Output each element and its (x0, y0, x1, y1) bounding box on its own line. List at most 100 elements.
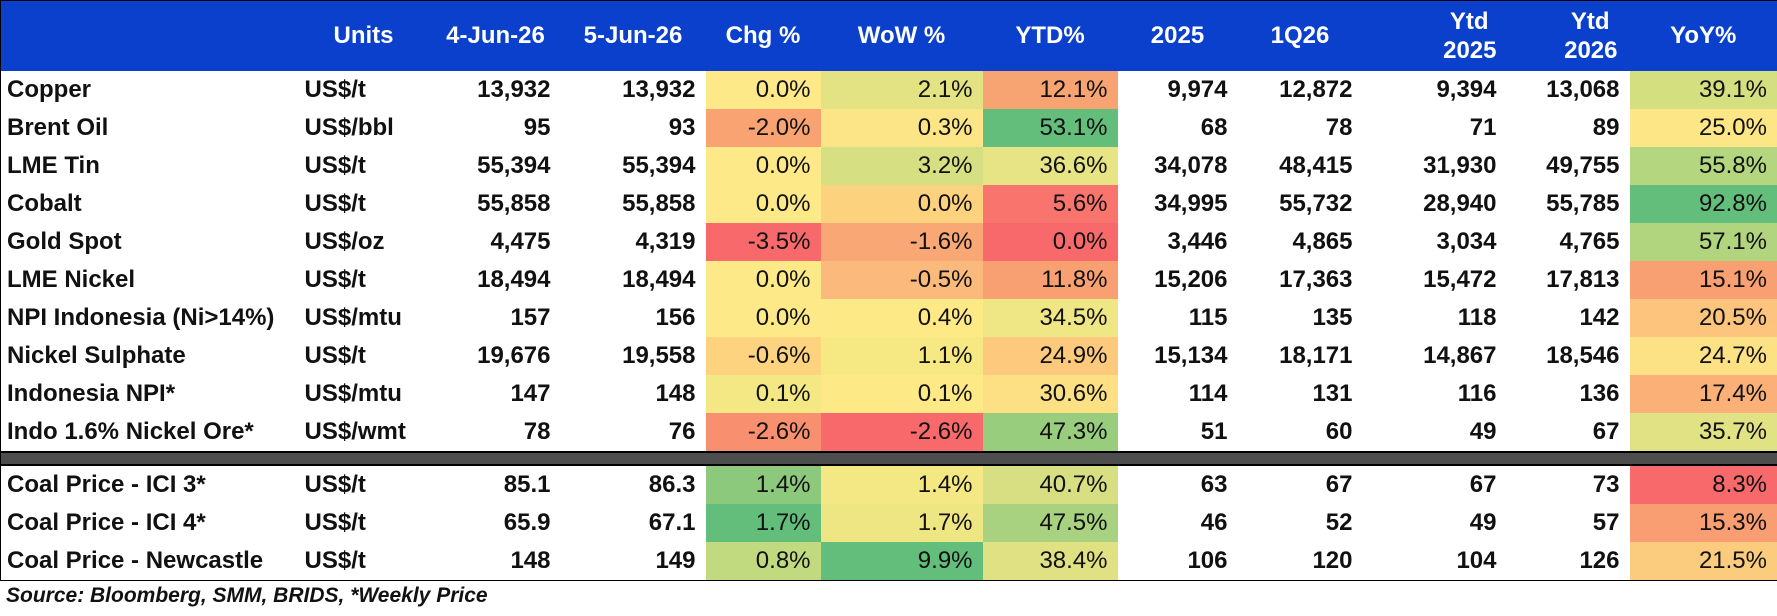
1q26-cell: 12,872 (1279, 75, 1353, 103)
ytd-2025-cell: 28,940 (1423, 189, 1497, 217)
wow-cell: 2.1% (820, 70, 983, 109)
date-2-cell: 93 (668, 113, 696, 141)
header-1q26: 1Q26 (1237, 0, 1363, 71)
2025-cell: 15,206 (1154, 265, 1228, 293)
2025-cell: 34,078 (1154, 151, 1228, 179)
header-name (0, 0, 297, 71)
date-2-cell: 55,858 (622, 189, 696, 217)
chg-cell: 0.0% (705, 184, 821, 223)
chg-cell: -3.5% (705, 222, 821, 261)
name-cell: Indo 1.6% Nickel Ore* (0, 412, 297, 452)
wow-cell: -1.6% (820, 222, 983, 261)
header-2025: 2025 (1117, 0, 1238, 71)
1q26-cell: 120 (1237, 541, 1363, 581)
unit-cell: US$/t (304, 341, 366, 369)
yoy-cell: 55.8% (1629, 146, 1777, 185)
table-row: Copper US$/t 13,932 13,932 0.0% 2.1% 12.1% 9,97… (0, 70, 1777, 109)
name-cell: Coal Price - ICI 4* (0, 503, 297, 542)
ytd-2026-cell: 67 (1592, 417, 1620, 445)
date-1-cell: 55,394 (477, 151, 551, 179)
date-1-cell: 65.9 (503, 508, 551, 536)
2025-cell: 68 (1200, 113, 1228, 141)
header-ytd-2026: Ytd 2026 (1506, 0, 1630, 71)
separator-cell (0, 450, 1777, 466)
1q26-cell: 17,363 (1279, 265, 1353, 293)
ytd-cell: 34.5% (982, 298, 1118, 337)
table-row: Cobalt US$/t 55,858 55,858 0.0% 0.0% 5.6% 34,99… (0, 184, 1777, 223)
wow-cell: 1.4% (820, 464, 983, 504)
name-cell: Coal Price - ICI 3* (0, 464, 297, 504)
wow-cell: 1.1% (820, 336, 983, 375)
ytd-2026-cell: 57 (1592, 508, 1620, 536)
ytd-2025-cell: 116 (1457, 379, 1497, 407)
ytd-2026-cell: 18,546 (1546, 341, 1620, 369)
2025-cell: 3,446 (1167, 227, 1228, 255)
table-row: NPI Indonesia (Ni>14%) US$/mtu 157 156 0.0% 0… (0, 298, 1777, 337)
wow-cell: 0.4% (820, 298, 983, 337)
2025-cell: 34,995 (1154, 189, 1228, 217)
yoy-cell: 35.7% (1629, 412, 1777, 452)
date-1-cell: 13,932 (477, 75, 551, 103)
ytd-cell: 47.3% (982, 412, 1118, 452)
header-ytd-2025-line2: 2025 (1443, 36, 1497, 64)
ytd-cell: 30.6% (982, 374, 1118, 413)
commodity-price-table: Units 4-Jun-26 5-Jun-26 Chg % WoW % YTD%… (0, 0, 1777, 581)
ytd-cell: 24.9% (982, 336, 1118, 375)
yoy-cell: 15.1% (1629, 260, 1777, 299)
unit-cell: US$/mtu (304, 379, 402, 407)
2025-cell: 9,974 (1167, 75, 1228, 103)
wow-cell: 1.7% (820, 503, 983, 542)
yoy-cell: 92.8% (1629, 184, 1777, 223)
1q26-cell: 67 (1325, 470, 1353, 498)
name-cell: Nickel Sulphate (0, 336, 297, 375)
table-row: Coal Price - ICI 4* US$/t 65.9 67.1 1.7% 1.7%… (0, 503, 1777, 542)
ytd-2026-cell: 136 (1579, 379, 1620, 407)
header-yoy: YoY% (1629, 0, 1777, 71)
name-cell: Indonesia NPI* (0, 374, 297, 413)
coal-rows: Coal Price - ICI 3* US$/t 85.1 86.3 1.4% 1.4%… (0, 464, 1777, 581)
ytd-2026-cell: 55,785 (1546, 189, 1620, 217)
2025-cell: 63 (1200, 470, 1228, 498)
chg-cell: 0.0% (705, 146, 821, 185)
1q26-cell: 55,732 (1279, 189, 1353, 217)
date-1-cell: 95 (523, 113, 551, 141)
date-1-cell: 4,475 (490, 227, 551, 255)
name-cell: LME Nickel (0, 260, 297, 299)
ytd-cell: 47.5% (982, 503, 1118, 542)
ytd-2026-cell: 89 (1592, 113, 1620, 141)
chg-cell: 1.7% (705, 503, 821, 542)
date-1-cell: 55,858 (477, 189, 551, 217)
ytd-2026-cell: 13,068 (1546, 75, 1620, 103)
ytd-cell: 53.1% (982, 108, 1118, 147)
ytd-cell: 0.0% (982, 222, 1118, 261)
ytd-2025-cell: 49 (1469, 508, 1497, 536)
unit-cell: US$/t (296, 541, 431, 581)
date-2-cell: 18,494 (622, 265, 696, 293)
ytd-cell: 38.4% (982, 541, 1118, 581)
date-2-cell: 86.3 (648, 470, 696, 498)
ytd-2026-cell: 17,813 (1546, 265, 1620, 293)
date-1-cell: 148 (430, 541, 561, 581)
date-1-cell: 18,494 (477, 265, 551, 293)
2025-cell: 46 (1200, 508, 1228, 536)
yoy-cell: 39.1% (1629, 70, 1777, 109)
yoy-cell: 20.5% (1629, 298, 1777, 337)
header-wow: WoW % (820, 0, 983, 71)
header-ytd-2025-line1: Ytd (1449, 7, 1489, 35)
unit-cell: US$/oz (304, 227, 385, 255)
table-header-row: Units 4-Jun-26 5-Jun-26 Chg % WoW % YTD%… (0, 0, 1777, 71)
table-row: Gold Spot US$/oz 4,475 4,319 -3.5% -1.6% 0.0% 3… (0, 222, 1777, 261)
date-2-cell: 55,394 (622, 151, 696, 179)
header-ytd-2026-line1: Ytd (1570, 7, 1610, 35)
header-ytd: YTD% (982, 0, 1118, 71)
unit-cell: US$/t (304, 508, 366, 536)
chg-cell: 0.0% (705, 70, 821, 109)
chg-cell: -2.6% (705, 412, 821, 452)
chg-cell: 0.0% (705, 260, 821, 299)
header-date-2: 5-Jun-26 (560, 0, 706, 71)
date-1-cell: 157 (510, 303, 551, 331)
ytd-2025-cell: 9,394 (1436, 75, 1497, 103)
commodity-rows: Copper US$/t 13,932 13,932 0.0% 2.1% 12.1% 9,97… (0, 70, 1777, 452)
1q26-cell: 60 (1325, 417, 1353, 445)
1q26-cell: 18,171 (1279, 341, 1353, 369)
